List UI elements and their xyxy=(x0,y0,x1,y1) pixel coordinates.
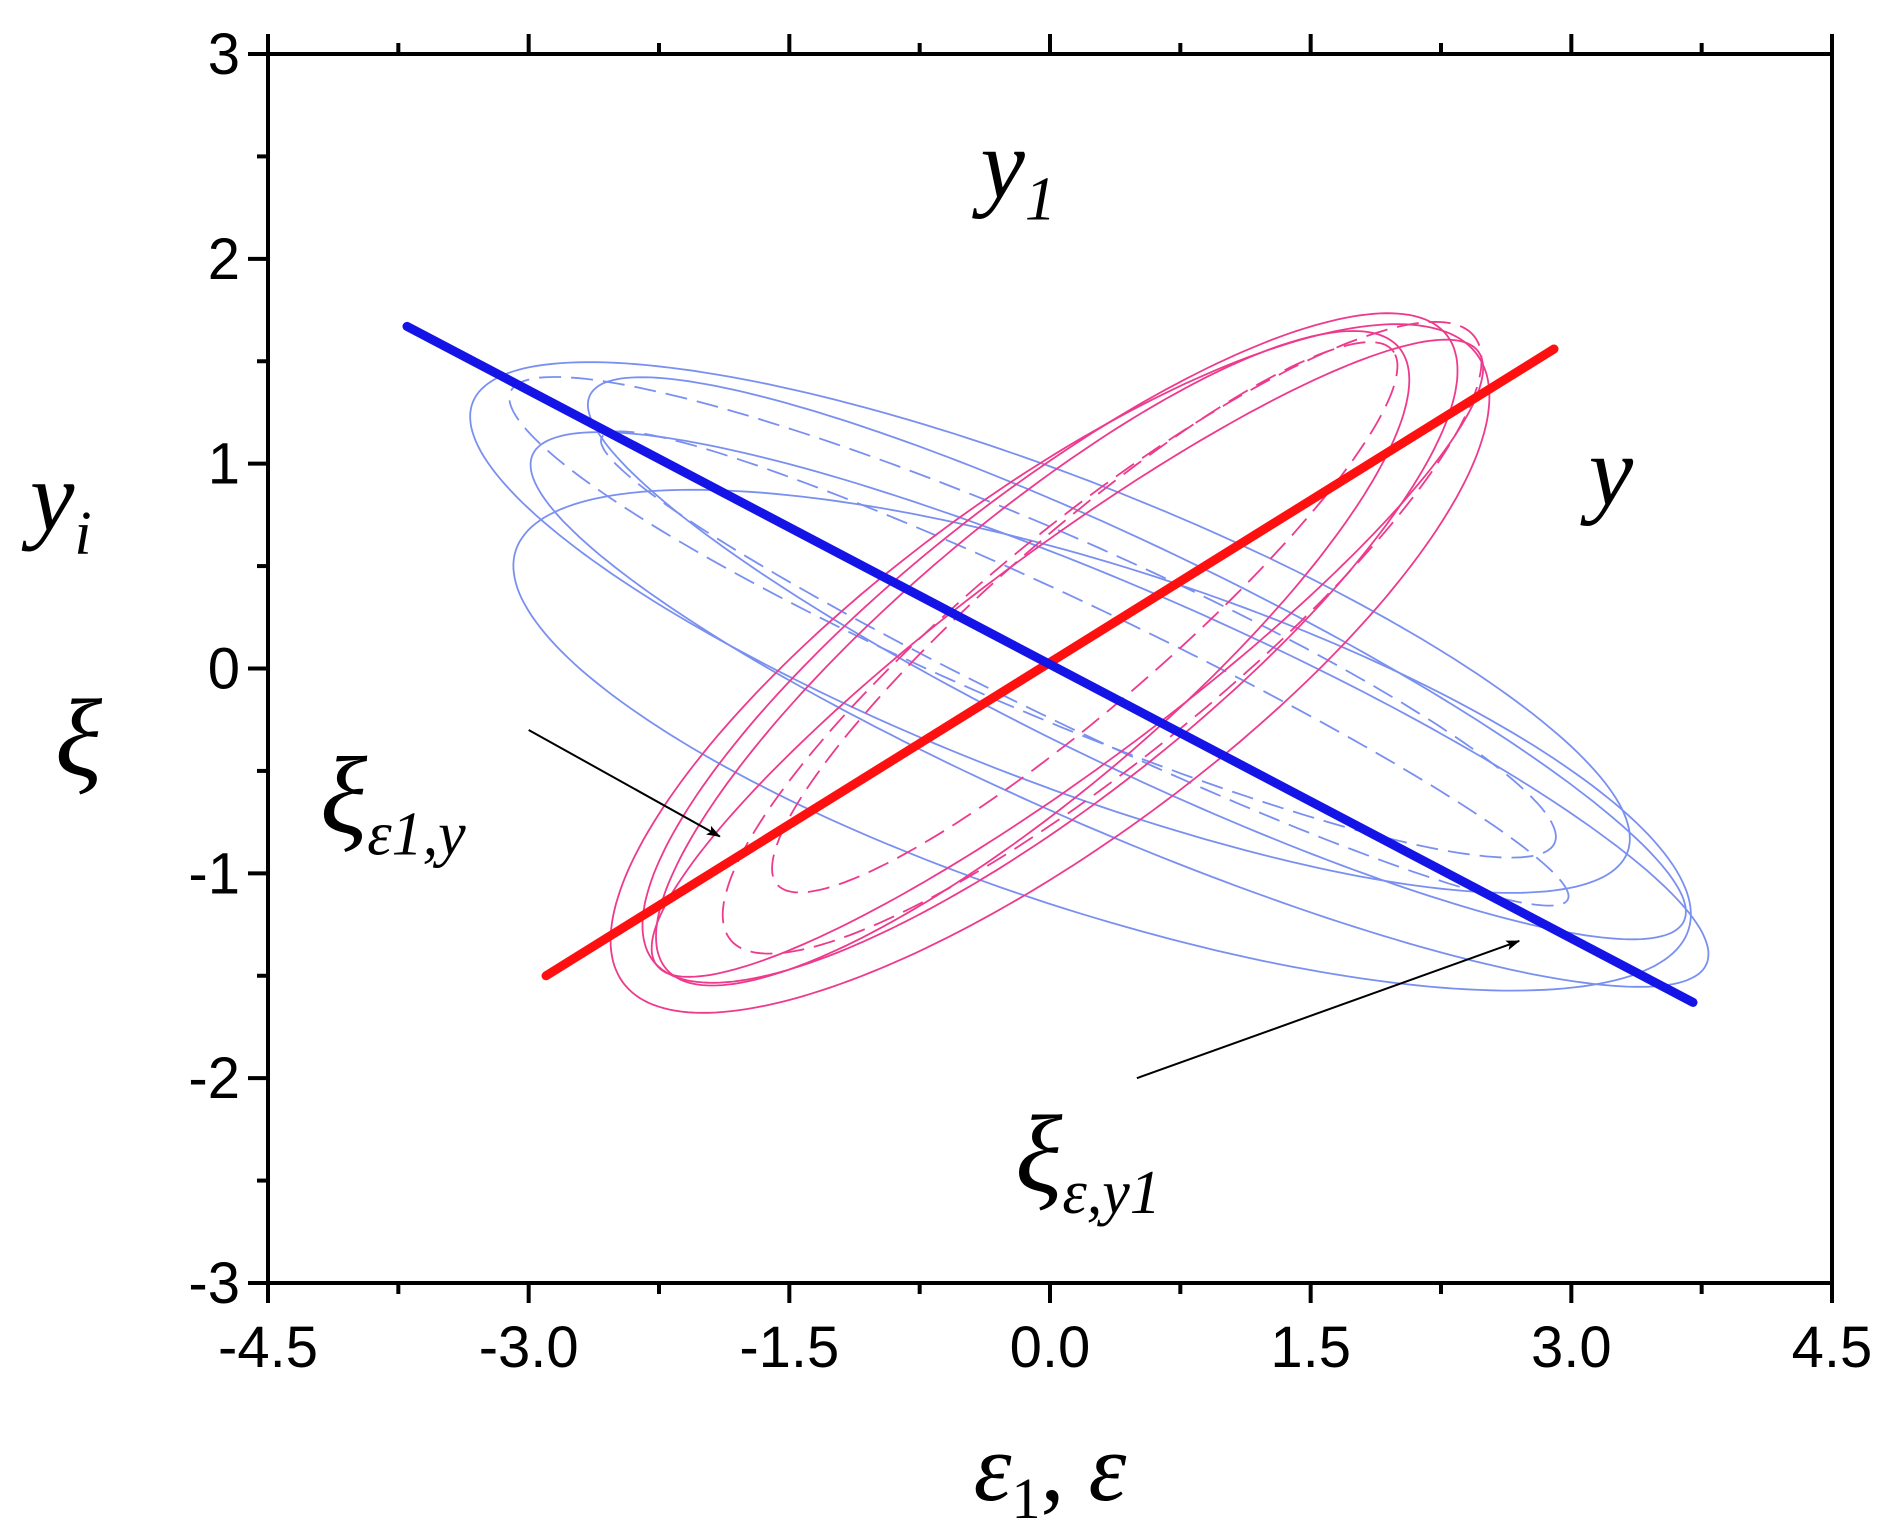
trajectory-ellipse xyxy=(655,330,1411,987)
y-axis-tick-labels: 3 2 1 0 -1 -2 -3 xyxy=(188,22,240,1316)
x-axis-label: ε1, ε xyxy=(974,1414,1127,1524)
x-tick-label: 4.5 xyxy=(1792,1315,1873,1380)
x-tick-label: -3.0 xyxy=(479,1315,579,1380)
trajectory-ellipse xyxy=(771,341,1399,894)
trajectory-ellipse xyxy=(641,312,1459,984)
y-axis-label-xi: ξ xyxy=(55,677,103,799)
y-tick-label: 0 xyxy=(208,637,240,702)
annotations: y1 y ξε1,y ξε,y1 xyxy=(320,108,1634,1226)
trajectory-ellipse xyxy=(469,361,1631,894)
annotation-label-y1: y1 xyxy=(971,108,1055,233)
x-axis-tick-labels: -4.5 -3.0 -1.5 0.0 1.5 3.0 4.5 xyxy=(218,1315,1872,1380)
trajectory-ellipse xyxy=(508,376,1557,859)
x-tick-label: 1.5 xyxy=(1270,1315,1351,1380)
annotation-arrow xyxy=(528,729,721,838)
trajectory-ellipse xyxy=(721,320,1483,955)
x-tick-label: 3.0 xyxy=(1531,1315,1612,1380)
trajectory-ellipse xyxy=(609,323,1491,1014)
annotation-arrow xyxy=(1136,939,1521,1080)
annotation-label-y: y xyxy=(1580,416,1634,527)
axis-ticks xyxy=(248,34,1834,1303)
y-tick-label: -3 xyxy=(188,1251,240,1316)
trajectory-ellipse xyxy=(650,338,1484,978)
trajectory-ellipse xyxy=(529,431,1710,988)
y-axis-label-yi: yi xyxy=(21,441,92,568)
y-tick-label: -1 xyxy=(188,841,240,906)
trajectory-ellipse xyxy=(600,430,1570,907)
annotation-xi-eps-y1: ξε,y1 xyxy=(1015,1093,1161,1227)
y-tick-label: 1 xyxy=(208,432,240,497)
trajectory-ellipse xyxy=(512,488,1692,992)
x-tick-label: -1.5 xyxy=(739,1315,839,1380)
annotation-xi-eps1-y: ξε1,y xyxy=(320,734,466,868)
x-tick-label: 0.0 xyxy=(1010,1315,1091,1380)
y-tick-label: -2 xyxy=(188,1046,240,1111)
series-line-y1 xyxy=(402,321,1698,1007)
y-tick-label: 2 xyxy=(208,227,240,292)
plot-area xyxy=(402,312,1710,1014)
y-tick-label: 3 xyxy=(208,22,240,87)
x-tick-label: -4.5 xyxy=(218,1315,318,1380)
